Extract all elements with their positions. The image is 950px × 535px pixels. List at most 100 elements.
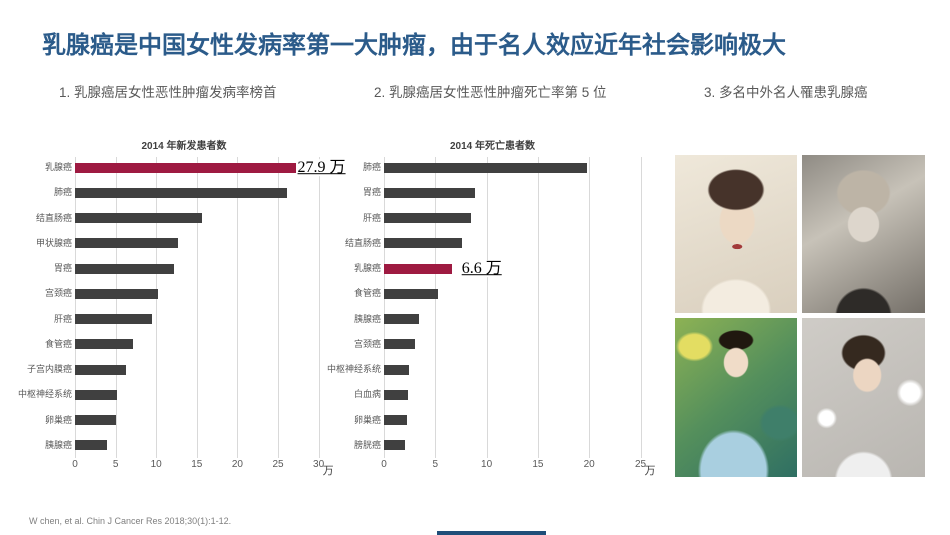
axis-tick-label: 5 xyxy=(432,459,439,470)
chart-bar xyxy=(384,314,419,325)
gridline xyxy=(486,157,488,458)
axis-tick-label: 30 xyxy=(313,459,325,470)
category-label: 肝癌 xyxy=(362,212,381,223)
bar-track xyxy=(75,238,355,249)
celebrity-photo-1 xyxy=(675,155,797,313)
bar-track xyxy=(384,288,660,299)
celebrity-photo-2 xyxy=(802,155,925,313)
category-label: 乳腺癌 xyxy=(353,263,381,274)
celebrity-photo-grid xyxy=(675,155,925,477)
chart-bar xyxy=(75,415,116,426)
bottom-scrollbar-thumb[interactable] xyxy=(437,531,546,535)
category-label: 宫颈癌 xyxy=(44,288,72,299)
category-label: 结直肠癌 xyxy=(35,212,72,223)
category-label: 子宫内膜癌 xyxy=(26,364,72,375)
axis-tick-label: 15 xyxy=(191,459,203,470)
category-label: 胰腺癌 xyxy=(44,439,72,450)
chart-bar xyxy=(75,162,302,173)
chart-bar xyxy=(75,213,202,224)
bar-track xyxy=(384,213,660,224)
chart-row: 中枢神经系统 xyxy=(325,357,660,382)
chart-row: 胰腺癌 xyxy=(325,307,660,332)
category-label: 胰腺癌 xyxy=(353,313,381,324)
chart-bar xyxy=(384,288,439,299)
chart-bar xyxy=(75,288,158,299)
x-axis: 万 0 5 10 15 20 25 30 xyxy=(13,458,355,477)
chart-rows: 乳腺癌 27.9 万肺癌 结直肠癌 甲状腺癌 胃癌 宫颈癌 肝癌 食管癌 子宫内膜癌 中枢神经系统… xyxy=(13,155,355,458)
chart-title: 2014 年新发患者数 xyxy=(141,141,227,152)
category-label: 肺癌 xyxy=(53,187,72,198)
chart-row: 宫颈癌 xyxy=(325,332,660,357)
chart-row: 食管癌 xyxy=(13,332,355,357)
citation-text: W chen, et al. Chin J Cancer Res 2018;30… xyxy=(29,516,232,526)
bar-track xyxy=(384,364,660,375)
section-heading-celebrities: 3. 多名中外名人罹患乳腺癌 xyxy=(704,85,868,100)
category-label: 宫颈癌 xyxy=(353,338,381,349)
chart-bar xyxy=(75,389,118,400)
bar-track xyxy=(75,263,355,274)
chart-rows: 肺癌 胃癌 肝癌 结直肠癌 乳腺癌 6.6 万食管癌 胰腺癌 宫颈癌 中枢神经系统 白血病 卵巢癌膀… xyxy=(325,155,660,458)
chart-bar xyxy=(75,187,287,198)
bar-track xyxy=(384,339,660,350)
bar-track xyxy=(75,339,355,350)
chart-bar xyxy=(384,339,415,350)
axis-tick-label: 15 xyxy=(532,459,544,470)
gridline xyxy=(237,157,239,458)
chart-row: 肺癌 xyxy=(13,180,355,205)
axis-tick-label: 0 xyxy=(381,459,387,470)
category-label: 肝癌 xyxy=(53,313,72,324)
chart-row: 卵巢癌 xyxy=(13,408,355,433)
axis-tick-label: 0 xyxy=(72,459,78,470)
chart-row: 中枢神经系统 xyxy=(13,382,355,407)
x-axis: 万 0 5 10 15 20 25 xyxy=(325,458,660,477)
chart-plot-area: 乳腺癌 27.9 万肺癌 结直肠癌 甲状腺癌 胃癌 宫颈癌 肝癌 食管癌 子宫内膜癌 中枢神经系统… xyxy=(13,155,355,458)
chart-row: 子宫内膜癌 xyxy=(13,357,355,382)
category-label: 胃癌 xyxy=(362,187,381,198)
bar-track xyxy=(75,288,355,299)
bar-track xyxy=(384,187,660,198)
bar-track xyxy=(384,314,660,325)
chart-bar xyxy=(75,314,153,325)
axis-tick-label: 20 xyxy=(583,459,595,470)
chart-bar xyxy=(384,415,407,426)
chart-bar xyxy=(75,364,127,375)
chart-bar xyxy=(384,263,452,274)
category-label: 乳腺癌 xyxy=(44,162,72,173)
chart-bar xyxy=(75,263,175,274)
bar-track xyxy=(75,187,355,198)
gridline xyxy=(196,157,198,458)
category-label: 白血病 xyxy=(353,389,381,400)
chart-row: 结直肠癌 xyxy=(13,206,355,231)
gridline xyxy=(384,157,385,458)
bar-track xyxy=(75,364,355,375)
celebrity-photo-3 xyxy=(675,318,797,477)
axis-tick-label: 10 xyxy=(481,459,493,470)
gridline xyxy=(537,157,539,458)
value-callout: 6.6 万 xyxy=(459,259,504,278)
bar-track xyxy=(384,238,660,249)
chart-row: 食管癌 xyxy=(325,281,660,306)
bar-track xyxy=(384,440,660,451)
chart-row: 胃癌 xyxy=(325,180,660,205)
chart-bar xyxy=(75,238,179,249)
axis-tick-label: 25 xyxy=(634,459,647,470)
chart-row: 结直肠癌 xyxy=(325,231,660,256)
gridline xyxy=(115,157,117,458)
chart-row: 乳腺癌 6.6 万 xyxy=(325,256,660,281)
bar-track xyxy=(384,162,660,173)
gridline xyxy=(278,157,279,458)
axis-tick-label: 25 xyxy=(272,459,284,470)
chart-bar xyxy=(384,364,409,375)
category-label: 食管癌 xyxy=(353,288,381,299)
bar-track xyxy=(75,213,355,224)
bar-track xyxy=(384,415,660,426)
axis-unit-label: 万 xyxy=(644,465,656,477)
bar-track: 27.9 万 xyxy=(75,158,355,177)
chart-row: 宫颈癌 xyxy=(13,281,355,306)
chart-row: 膀胱癌 xyxy=(325,433,660,458)
bar-track: 6.6 万 xyxy=(384,259,660,278)
bar-track xyxy=(75,440,355,451)
gridline xyxy=(318,157,320,458)
bar-track xyxy=(75,389,355,400)
